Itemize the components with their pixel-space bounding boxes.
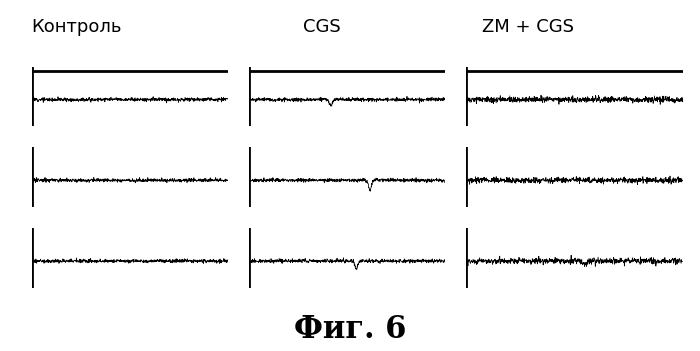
Text: CGS: CGS [303, 18, 341, 35]
Text: ZM + CGS: ZM + CGS [482, 18, 575, 35]
Text: Фиг. 6: Фиг. 6 [294, 314, 406, 345]
Text: Контроль: Контроль [32, 18, 122, 35]
